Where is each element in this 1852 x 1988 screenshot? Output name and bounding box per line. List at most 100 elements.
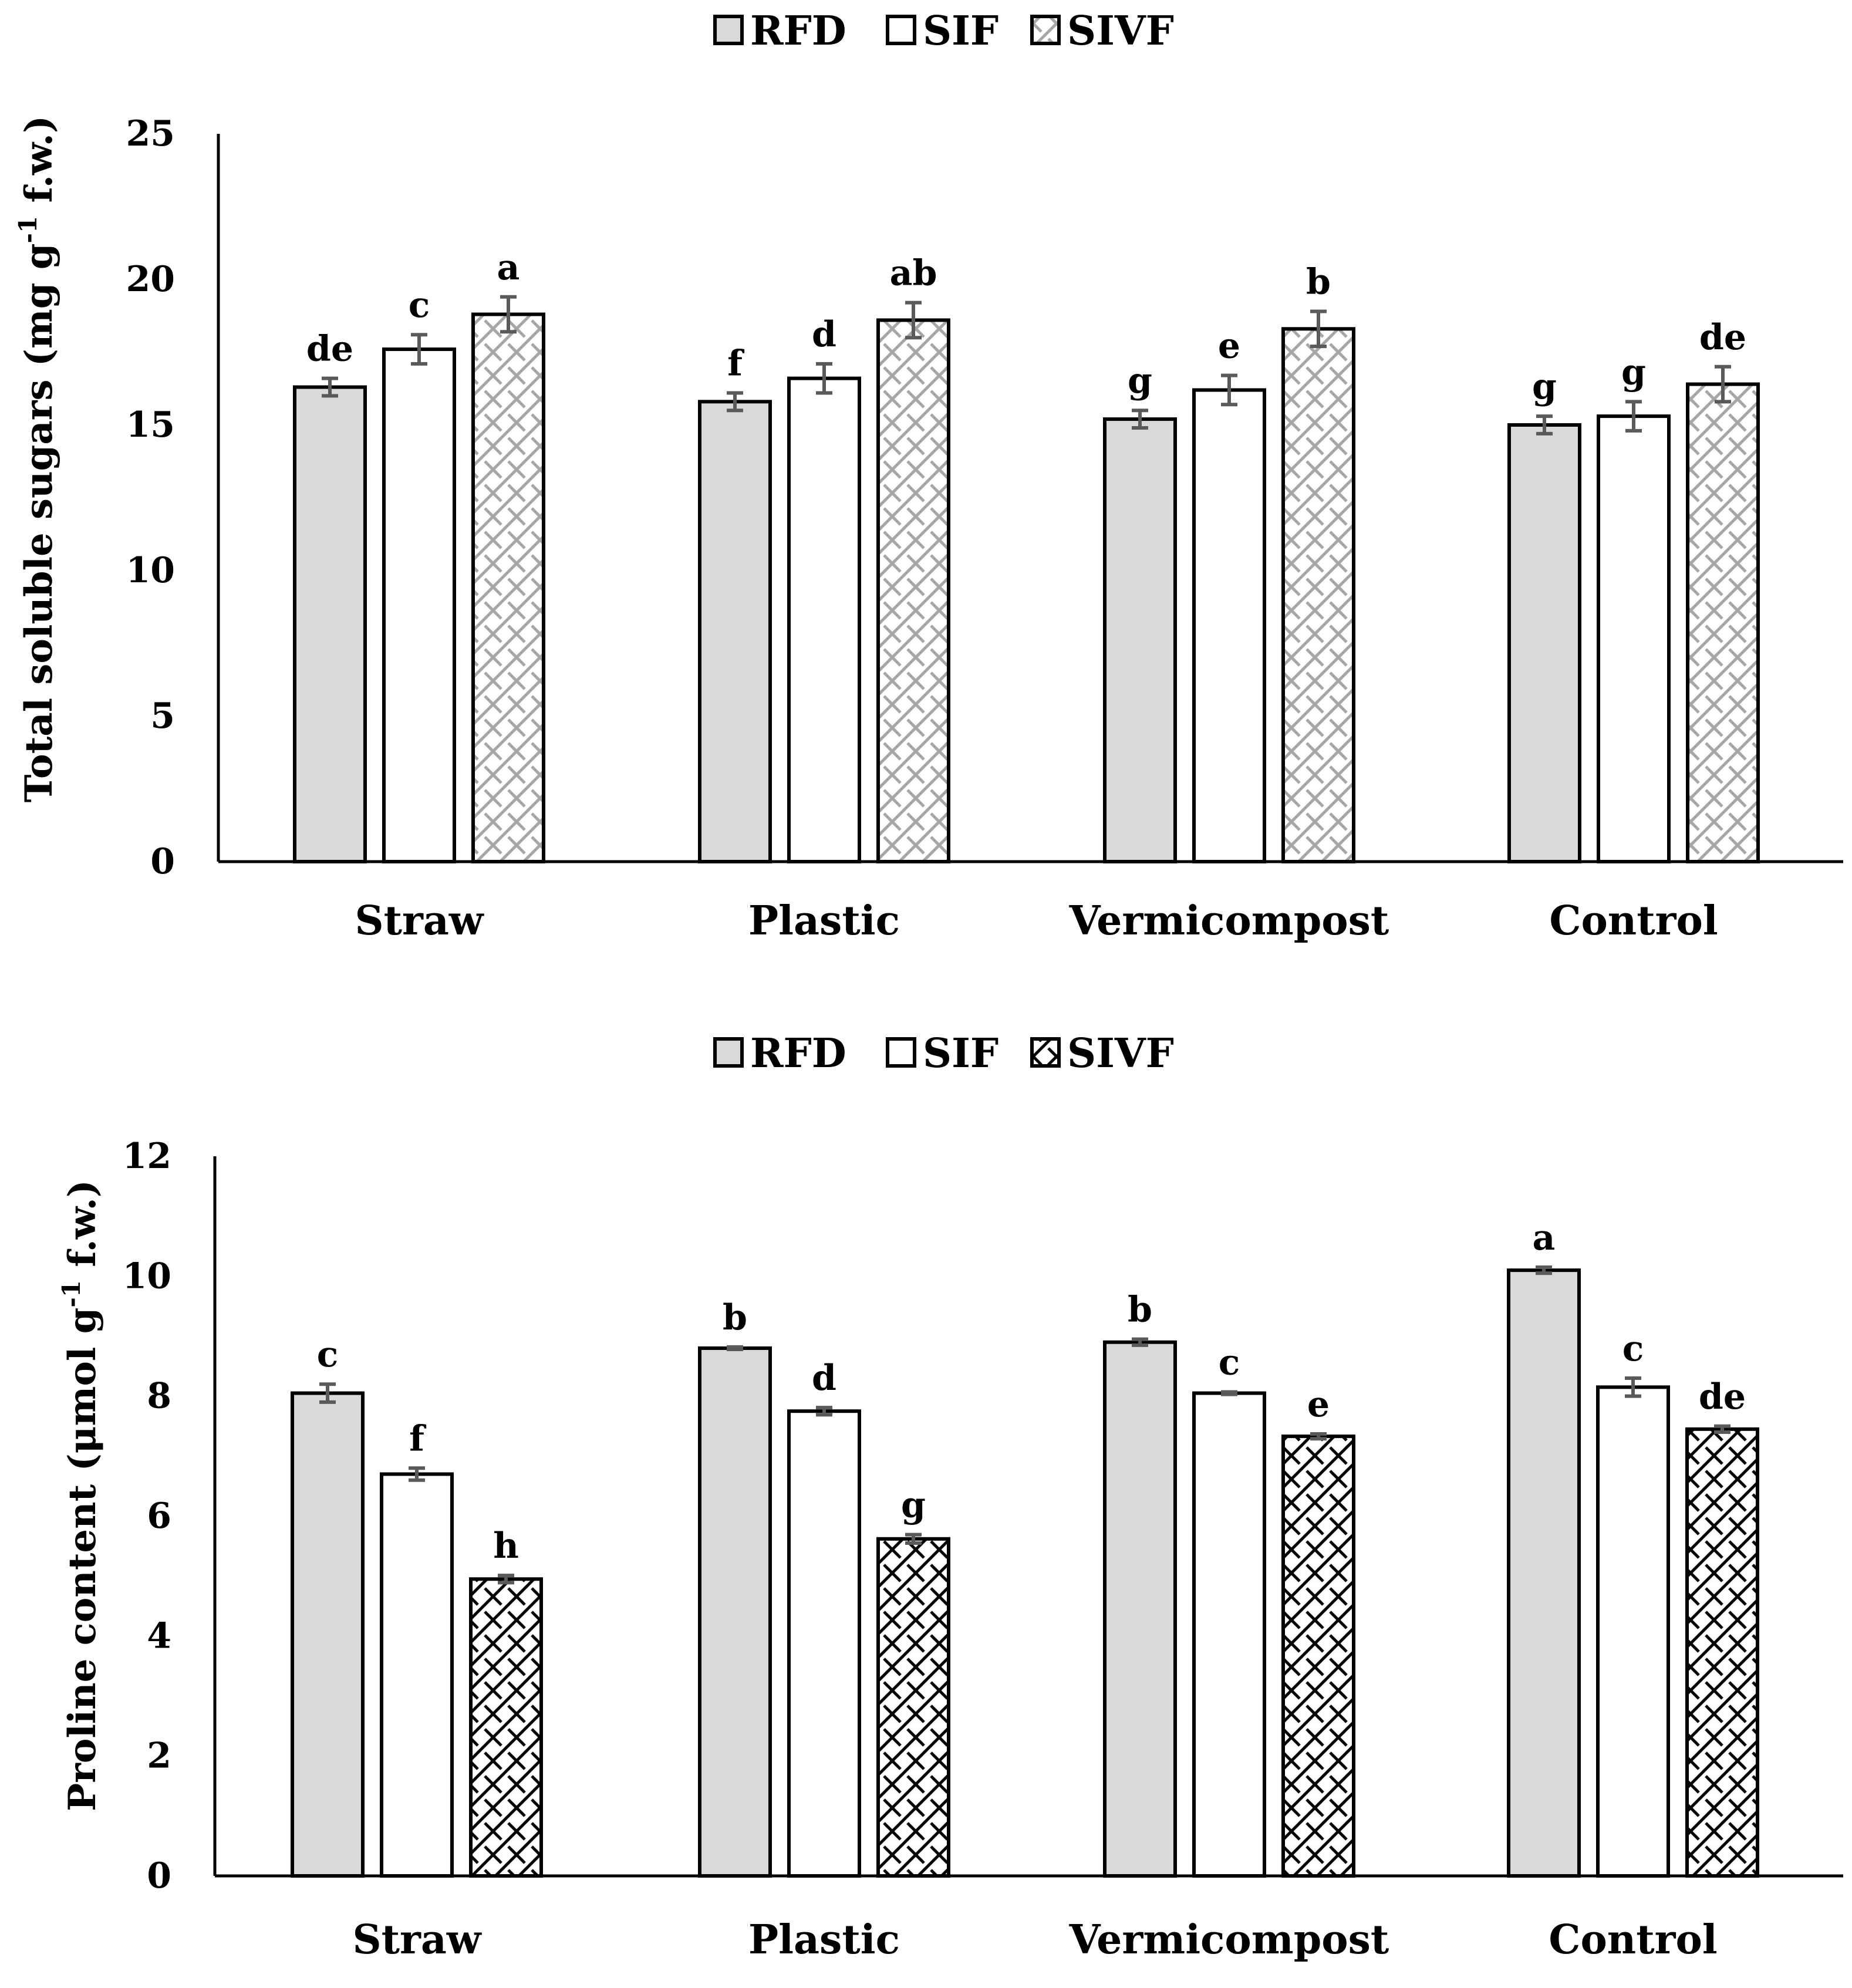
x-category-label: Plastic: [748, 1916, 900, 1963]
significance-letter: b: [723, 1297, 747, 1338]
y-axis-ticks: 0 2 4 6 8 10 12: [123, 1136, 172, 1896]
error-bar: [816, 362, 832, 395]
bar-sif-straw: [382, 347, 456, 863]
y-axis-ticks: 0 5 10 15 20 25: [126, 113, 176, 882]
y-tick-label: 0: [150, 841, 175, 882]
error-bar: [500, 295, 517, 334]
error-bar: [1625, 1376, 1641, 1398]
bar-rfd-plastic: [698, 1346, 772, 1878]
x-category-label: Control: [1549, 1916, 1717, 1963]
bars: c f h b d g b c e a c de: [291, 1217, 1759, 1878]
bar-sivf-straw: [469, 1577, 543, 1878]
x-category-label: Straw: [355, 897, 484, 944]
bar-sivf-vermicompost: [1281, 1435, 1355, 1878]
error-bar: [727, 391, 743, 413]
bar-rfd-vermicompost: [1103, 1340, 1177, 1878]
legend-label-rfd: RFD: [750, 8, 846, 55]
legend-swatch-sivf: [1030, 1037, 1061, 1068]
legend-label-sivf: SIVF: [1067, 1030, 1174, 1077]
y-axis-title-sup: -1: [57, 1280, 86, 1308]
x-axis-categories: Straw Plastic Vermicompost Control: [355, 897, 1718, 944]
legend-label-sivf: SIVF: [1067, 8, 1174, 55]
error-bar: [905, 301, 922, 340]
significance-letter: g: [1621, 352, 1646, 393]
bar-sivf-plastic: [876, 318, 950, 863]
y-tick-label: 10: [126, 550, 176, 591]
error-bar: [319, 1382, 336, 1404]
significance-letter: g: [1532, 366, 1557, 407]
significance-letter: c: [409, 285, 430, 326]
legend: RFD SIF SIVF: [713, 1030, 1174, 1077]
y-axis-title-main: Proline content (μmol g: [60, 1308, 104, 1811]
error-bar: [1132, 1337, 1148, 1347]
significance-letter: b: [1128, 1290, 1152, 1331]
error-bar: [1132, 409, 1148, 430]
legend-swatch-sif: [886, 1037, 916, 1068]
x-category-label: Control: [1549, 897, 1718, 944]
error-bar: [498, 1574, 514, 1585]
bar-rfd-control: [1507, 423, 1581, 863]
error-bar: [1221, 373, 1237, 407]
significance-letter: de: [1699, 1376, 1746, 1417]
bar-rfd-straw: [291, 1391, 365, 1878]
chart-total-soluble-sugars: RFD SIF SIVF Total soluble sugars (mg g-…: [14, 8, 1843, 944]
bar-sif-control: [1597, 414, 1671, 863]
significance-letter: h: [493, 1525, 519, 1567]
y-tick-label: 20: [126, 259, 176, 300]
bar-rfd-control: [1507, 1268, 1581, 1878]
error-bar: [1310, 1432, 1327, 1441]
y-tick-label: 5: [150, 696, 175, 737]
significance-letter: d: [812, 314, 836, 355]
significance-letter: c: [1219, 1342, 1240, 1383]
significance-letter: e: [1218, 326, 1240, 367]
error-bar: [1536, 414, 1553, 436]
bar-sivf-control: [1686, 382, 1760, 863]
error-bar: [816, 1406, 832, 1417]
bar-rfd-plastic: [698, 400, 772, 863]
significance-letter: b: [1306, 262, 1331, 303]
svg-text:Total soluble sugars (mg g-1 f: Total soluble sugars (mg g-1 f.w.): [14, 116, 61, 803]
bar-sif-control: [1596, 1385, 1670, 1878]
legend-label-sif: SIF: [923, 1030, 998, 1077]
significance-letter: de: [306, 329, 353, 370]
significance-letter: g: [901, 1485, 926, 1526]
error-bar: [1310, 309, 1327, 349]
y-axis-title-sup: -1: [14, 216, 42, 244]
significance-letter: f: [727, 343, 745, 384]
bar-sivf-plastic: [876, 1537, 950, 1878]
y-axis-title-tail: f.w.): [17, 116, 61, 216]
significance-letter: c: [317, 1334, 339, 1375]
y-tick-label: 6: [147, 1496, 171, 1537]
bar-sivf-control: [1685, 1427, 1759, 1878]
y-axis-title-tail: f.w.): [60, 1180, 104, 1280]
error-bar: [1221, 1390, 1237, 1396]
y-axis-title: Total soluble sugars (mg g-1 f.w.): [14, 116, 61, 803]
significance-letter: a: [1533, 1217, 1556, 1258]
error-bar: [1625, 400, 1642, 433]
bar-sivf-straw: [471, 312, 545, 863]
significance-letter: de: [1699, 317, 1746, 358]
y-tick-label: 0: [147, 1855, 171, 1896]
y-axis-title-main: Total soluble sugars (mg g: [17, 243, 61, 802]
bar-sif-plastic: [787, 376, 861, 863]
y-tick-label: 8: [147, 1376, 171, 1417]
bar-sif-vermicompost: [1192, 1391, 1266, 1878]
legend-label-rfd: RFD: [750, 1030, 846, 1077]
y-tick-label: 25: [126, 113, 176, 154]
bar-sif-straw: [380, 1472, 454, 1878]
x-category-label: Vermicompost: [1069, 897, 1389, 944]
significance-letter: e: [1307, 1384, 1330, 1425]
legend: RFD SIF SIVF: [713, 8, 1174, 55]
y-tick-label: 4: [147, 1615, 171, 1656]
significance-letter: a: [497, 247, 520, 288]
y-axis-title: Proline content (μmol g-1 f.w.): [57, 1180, 104, 1811]
x-category-label: Straw: [353, 1916, 482, 1963]
legend-swatch-rfd: [713, 1037, 744, 1068]
significance-letter: g: [1128, 360, 1152, 401]
bar-sif-plastic: [787, 1409, 861, 1878]
legend-swatch-sivf: [1030, 15, 1061, 45]
legend-label-sif: SIF: [923, 8, 998, 55]
bar-rfd-straw: [293, 385, 367, 863]
